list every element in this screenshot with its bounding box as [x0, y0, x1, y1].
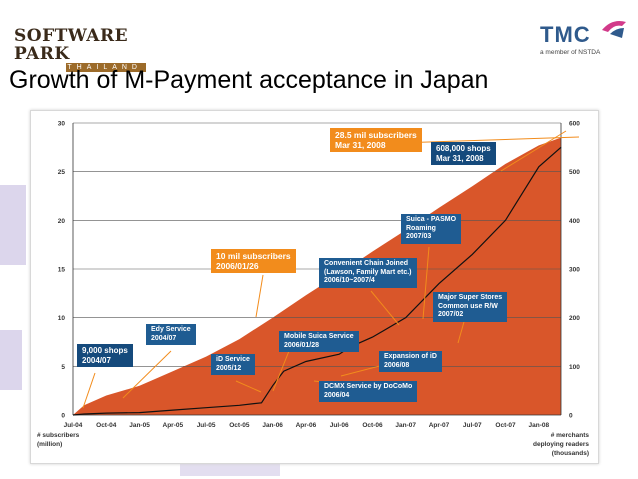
- x-tick-label: Jan-08: [529, 422, 550, 429]
- callout-line: Mar 31, 2008: [335, 140, 386, 150]
- decorative-bar-left-lower: [0, 330, 22, 390]
- callout-pointer: [370, 290, 400, 326]
- left-axis-label: # subscribers: [37, 432, 80, 439]
- callout-line: 2005/12: [216, 364, 242, 372]
- chart-callout: 9,000 shops 2004/07: [77, 344, 133, 367]
- slide-title: Growth of M-Payment acceptance in Japan: [9, 66, 489, 94]
- callout-line: 2006/01/26: [216, 261, 259, 271]
- chart-callout: DCMX Service by DoCoMo 2006/04: [319, 381, 418, 402]
- left-tick-label: 30: [58, 121, 66, 128]
- x-tick-label: Apr-07: [429, 422, 450, 429]
- decorative-bar-left: [0, 185, 26, 265]
- left-axis-label: (million): [37, 441, 62, 448]
- right-tick-label: 300: [569, 267, 580, 274]
- left-tick-label: 10: [58, 315, 66, 322]
- callout-line: 2007/02: [438, 311, 464, 318]
- subscribers-area: [73, 137, 561, 415]
- callout-line: Suica - PASMO: [406, 216, 457, 223]
- callout-line: 2006/08: [384, 361, 410, 369]
- tmc-swoosh-icon: [602, 21, 626, 38]
- merchants-line: [72, 146, 562, 416]
- callout-line: Mar 31, 2008: [436, 153, 484, 163]
- right-tick-label: 100: [569, 364, 580, 371]
- callout-pointer: [422, 246, 430, 320]
- callout-pointer: [235, 380, 262, 393]
- tmc-logo-name: TMC: [540, 22, 591, 47]
- callout-pointer: [122, 350, 172, 399]
- x-tick-label: Jan-07: [395, 422, 416, 429]
- chart-callout: Expansion of iD 2006/08: [379, 351, 442, 372]
- right-tick-label: 200: [569, 315, 580, 322]
- callout-line: 28.5 mil subscribers: [335, 130, 417, 140]
- right-axis-label: (thousands): [552, 450, 589, 457]
- callout-line: Common use R/W: [438, 302, 498, 310]
- callout-line: 9,000 shops: [82, 346, 128, 355]
- callout-pointer: [500, 130, 567, 172]
- tmc-logo-member: a member of NSTDA: [540, 49, 601, 56]
- callout-line: Major Super Stores: [438, 294, 503, 301]
- chart-callout: 608,000 shops Mar 31, 2008: [431, 142, 496, 165]
- callout-line: DCMX Service by DoCoMo: [324, 383, 413, 390]
- left-tick-label: 25: [58, 169, 66, 176]
- x-tick-label: Apr-05: [163, 422, 184, 429]
- right-axis-label: deploying readers: [533, 441, 589, 448]
- callout-line: 2007/03: [406, 233, 432, 240]
- callout-line: Edy Service: [151, 326, 191, 333]
- callout-line: 2006/10~2007/4: [324, 277, 375, 284]
- chart-callout: iD Service 2005/12: [211, 354, 255, 375]
- left-tick-label: 15: [58, 267, 66, 274]
- x-tick-label: Jan-06: [262, 422, 283, 429]
- chart-callout: Edy Service 2004/07: [146, 324, 196, 345]
- x-tick-label: Oct-05: [229, 422, 250, 429]
- x-tick-label: Oct-04: [96, 422, 117, 429]
- right-tick-label: 600: [569, 121, 580, 128]
- left-tick-label: 5: [61, 364, 65, 371]
- right-tick-label: 500: [569, 169, 580, 176]
- right-tick-label: 0: [569, 413, 573, 420]
- decorative-bar-bottom: [180, 462, 280, 476]
- x-tick-label: Jul-05: [197, 422, 216, 429]
- left-tick-label: 20: [58, 218, 66, 225]
- x-tick-label: Oct-07: [495, 422, 516, 429]
- x-tick-label: Jul-07: [463, 422, 482, 429]
- callout-line: 10 mil subscribers: [216, 251, 291, 261]
- software-park-logo: SOFTWARE PARK THAILAND: [14, 27, 146, 72]
- callout-line: 2006/01/28: [284, 341, 320, 349]
- callout-line: (Lawson, Family Mart etc.): [324, 268, 412, 276]
- x-tick-label: Jul-04: [64, 422, 83, 429]
- right-axis-label: # merchants: [551, 432, 590, 439]
- chart-callout: Suica - PASMO Roaming 2007/03: [401, 214, 462, 244]
- chart-callout: Major Super Stores Common use R/W 2007/02: [433, 292, 508, 322]
- software-park-logo-sub: THAILAND: [66, 63, 146, 72]
- tmc-logo: TMC a member of NSTDA: [540, 21, 630, 56]
- callout-line: 2004/07: [151, 334, 177, 342]
- callout-pointer: [272, 350, 290, 392]
- chart-callout: 28.5 mil subscribers Mar 31, 2008: [330, 128, 422, 152]
- right-tick-label: 400: [569, 218, 580, 225]
- callout-line: Expansion of iD: [384, 353, 437, 360]
- x-tick-label: Jul-06: [330, 422, 349, 429]
- callout-line: 2004/07: [82, 355, 111, 365]
- software-park-logo-name: SOFTWARE PARK: [14, 26, 129, 64]
- left-tick-label: 0: [61, 413, 65, 420]
- x-tick-label: Apr-06: [296, 422, 317, 429]
- callout-line: Mobile Suica Service: [284, 333, 354, 340]
- callout-line: Convenient Chain Joined: [324, 260, 409, 267]
- callout-line: 2006/04: [324, 391, 350, 399]
- callout-pointer: [255, 274, 264, 318]
- callout-line: iD Service: [216, 356, 250, 363]
- chart-callout: Convenient Chain Joined (Lawson, Family M…: [319, 258, 417, 288]
- chart-frame: 0 5 10 15 20 25 30 0 100 200 300 400 500 600 Jul-04 Oct…: [30, 110, 599, 464]
- chart-callout: 10 mil subscribers 2006/01/26: [211, 249, 296, 273]
- callout-line: 608,000 shops: [436, 144, 491, 153]
- callout-pointer: [397, 136, 580, 144]
- callout-pointer: [82, 372, 96, 409]
- chart-callout: Mobile Suica Service 2006/01/28: [279, 331, 359, 352]
- x-tick-label: Oct-06: [362, 422, 383, 429]
- callout-line: Roaming: [406, 224, 436, 232]
- x-tick-label: Jan-05: [129, 422, 150, 429]
